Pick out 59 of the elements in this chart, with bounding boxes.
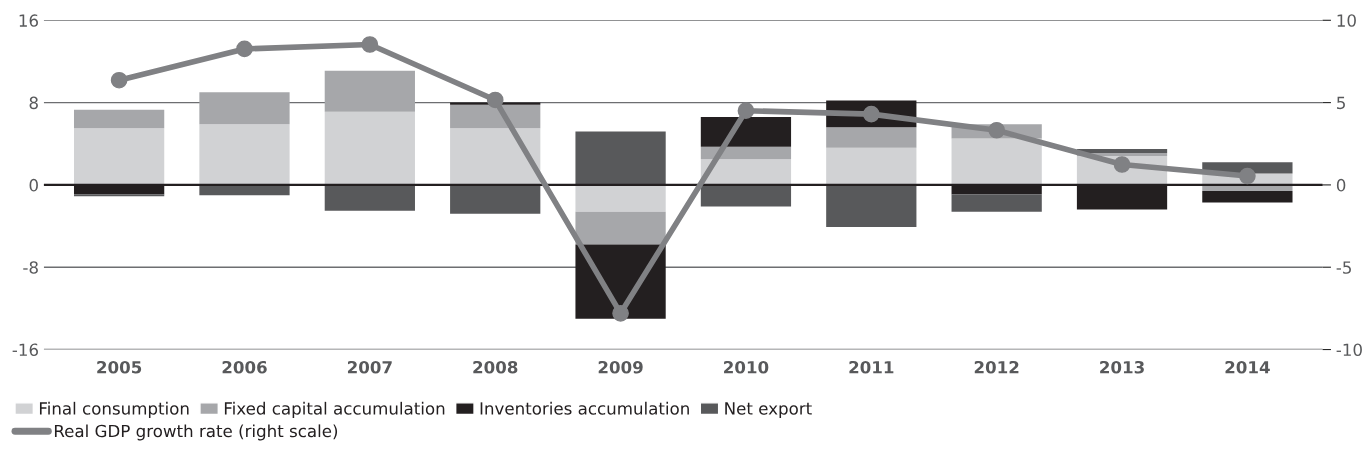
y-tick-label: 16 (19, 14, 38, 27)
x-tick-label: 2011 (849, 360, 894, 374)
point (236, 40, 253, 58)
bar (450, 184, 541, 214)
bar (700, 117, 792, 147)
y-tick-label: -8 (23, 261, 38, 274)
point (1113, 156, 1131, 173)
y-tick-label: -16 (12, 343, 38, 357)
bar (450, 128, 541, 185)
bar (199, 92, 290, 125)
y-tick-label: 8 (29, 96, 38, 110)
point (862, 105, 880, 123)
x-tick-label: 2006 (222, 360, 267, 374)
legend-label: Fixed capital accumulation (224, 401, 445, 418)
y2-tick-label: 5 (1337, 96, 1345, 110)
point (737, 102, 755, 120)
point (361, 36, 379, 53)
bar (826, 127, 917, 148)
bar (951, 194, 1042, 212)
x-tick-label: 2009 (598, 360, 643, 374)
y2-tick-label: -10 (1336, 343, 1362, 357)
bar (324, 70, 415, 112)
bar (575, 184, 666, 212)
point (988, 121, 1005, 139)
bar (324, 111, 415, 185)
point (486, 91, 504, 109)
y-tick-label: 0 (29, 178, 38, 192)
point (1239, 167, 1256, 185)
y2-tick-label: 10 (1337, 14, 1356, 27)
legend-label: Net export (725, 402, 812, 418)
bar (575, 131, 666, 185)
bar (575, 211, 666, 245)
x-tick-label: 2013 (1100, 360, 1144, 374)
x-tick-label: 2014 (1225, 360, 1270, 374)
point (612, 304, 629, 322)
x-tick-label: 2005 (97, 360, 142, 374)
legend-label: Inventories accumulation (480, 401, 689, 415)
bar (73, 194, 165, 197)
bar (73, 109, 165, 129)
bar (1076, 148, 1168, 154)
x-tick-label: 2007 (347, 360, 392, 374)
x-tick-label: 2010 (724, 360, 769, 374)
bar (700, 159, 792, 185)
x-tick-label: 2012 (974, 360, 1019, 374)
bar (1202, 191, 1293, 203)
y2-tick-label: 0 (1336, 178, 1346, 192)
point (110, 71, 128, 89)
bar (73, 128, 165, 185)
bar (951, 138, 1042, 185)
y2-tick-label: -5 (1336, 261, 1351, 274)
bar (199, 124, 290, 185)
bar (700, 146, 792, 160)
bar (826, 147, 917, 185)
bar (826, 184, 917, 228)
bar (324, 184, 415, 211)
x-tick-label: 2008 (473, 360, 518, 374)
bar (700, 184, 792, 207)
legend-label: Final consumption (39, 401, 189, 418)
legend-label: Real GDP growth rate (right scale) (54, 424, 338, 441)
